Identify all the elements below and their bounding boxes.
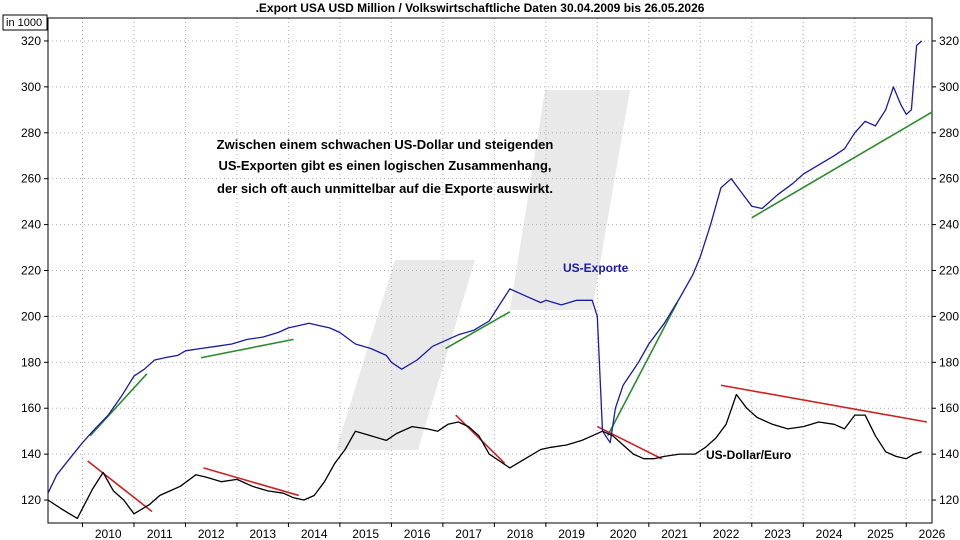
x-tick-label-2016: 2016 — [404, 527, 431, 540]
trendline-5 — [87, 460, 153, 513]
x-tick-label-2020: 2020 — [610, 527, 637, 540]
x-tick-label-2014: 2014 — [301, 527, 328, 540]
x-tick-label-2026: 2026 — [919, 527, 946, 540]
x-tick-label-2010: 2010 — [95, 527, 122, 540]
x-tick-label-2022: 2022 — [713, 527, 740, 540]
y-tick-label-left-8: 280 — [21, 126, 41, 140]
x-tick-label-2015: 2015 — [352, 527, 379, 540]
series-line-us-exports — [47, 40, 923, 494]
watermark-logo — [336, 90, 630, 450]
y-tick-label-right-10: 320 — [939, 34, 959, 48]
x-tick-label-2021: 2021 — [661, 527, 688, 540]
annotation-line-3: der sich oft auch unmittelbar auf die Ex… — [217, 181, 553, 196]
x-tick-label-2025: 2025 — [867, 527, 894, 540]
trendline-4 — [751, 111, 933, 219]
grid-lines — [48, 18, 932, 523]
y-tick-label-left-4: 200 — [21, 309, 41, 323]
y-tick-label-right-1: 140 — [939, 447, 959, 461]
y-tick-label-right-9: 300 — [939, 80, 959, 94]
series-line-usd-eur — [47, 393, 922, 520]
y-tick-label-right-4: 200 — [939, 309, 959, 323]
annotation-line-2: US-Exporten gibt es einen logischen Zusa… — [219, 158, 552, 173]
series-label-exports: US-Exporte — [563, 261, 629, 275]
y-tick-label-right-7: 260 — [939, 172, 959, 186]
y-tick-label-right-6: 240 — [939, 218, 959, 232]
y-axis-right: 120 140 160 180 200 220 240 260 280 300 320 — [932, 34, 959, 507]
trendline-6 — [203, 467, 299, 497]
series-label-dollar-euro: US-Dollar/Euro — [706, 448, 791, 462]
x-tick-label-2019: 2019 — [558, 527, 585, 540]
trendline-0 — [89, 373, 148, 437]
y-tick-label-right-8: 280 — [939, 126, 959, 140]
y-tick-label-left-9: 300 — [21, 80, 41, 94]
x-axis: 2010 2011 2012 2013 2014 2015 2016 2017 2018 2019… — [81, 523, 946, 540]
unit-label-box: in 1000 — [2, 14, 48, 31]
trendline-8 — [596, 425, 663, 460]
x-tick-label-2013: 2013 — [249, 527, 276, 540]
y-tick-label-left-2: 160 — [21, 401, 41, 415]
y-tick-label-right-5: 220 — [939, 264, 959, 278]
trendline-2 — [445, 311, 511, 350]
y-tick-label-left-7: 260 — [21, 172, 41, 186]
y-tick-label-left-6: 240 — [21, 218, 41, 232]
y-axis-left: 120 140 160 180 200 220 240 260 280 300 320 — [21, 34, 48, 507]
trendline-3 — [606, 302, 678, 437]
series-lines — [47, 40, 923, 520]
x-tick-label-2024: 2024 — [816, 527, 843, 540]
y-tick-label-right-2: 160 — [939, 401, 959, 415]
x-tick-label-2023: 2023 — [764, 527, 791, 540]
trendline-1 — [200, 338, 294, 359]
x-tick-label-2017: 2017 — [455, 527, 482, 540]
x-tick-label-2012: 2012 — [198, 527, 225, 540]
trendline-9 — [720, 384, 927, 423]
y-tick-label-left-3: 180 — [21, 355, 41, 369]
annotation-line-1: Zwischen einem schwachen US-Dollar und s… — [217, 137, 554, 152]
chart-title: .Export USA USD Million / Volkswirtschaf… — [256, 1, 705, 15]
annotation: Zwischen einem schwachen US-Dollar und s… — [217, 137, 554, 196]
y-tick-label-right-0: 120 — [939, 493, 959, 507]
y-tick-label-right-3: 180 — [939, 355, 959, 369]
x-tick-label-2011: 2011 — [147, 527, 173, 540]
y-tick-label-left-0: 120 — [21, 493, 41, 507]
trendlines — [87, 111, 933, 513]
y-tick-label-left-1: 140 — [21, 447, 41, 461]
y-tick-label-left-10: 320 — [21, 34, 41, 48]
x-tick-label-2018: 2018 — [507, 527, 534, 540]
unit-label: in 1000 — [6, 17, 42, 29]
y-tick-label-left-5: 220 — [21, 264, 41, 278]
